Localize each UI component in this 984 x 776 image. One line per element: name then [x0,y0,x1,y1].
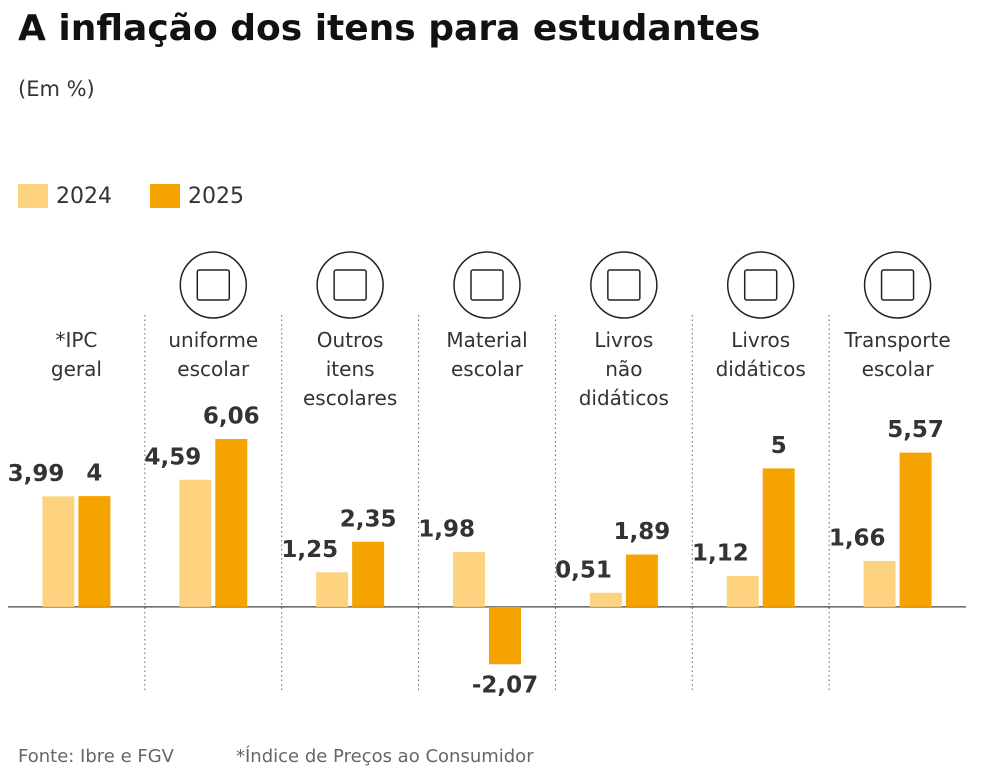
bar [316,572,349,607]
note: *Índice de Preços ao Consumidor [236,745,534,767]
icon-circle [590,251,658,319]
category-label: Livros didáticos [715,328,806,381]
bar [489,606,521,665]
icon [590,251,658,319]
value-label: -2,07 [472,673,538,699]
icon-shape [607,269,641,301]
icon-shape [333,269,367,301]
category-label: uniforme escolar [168,328,259,381]
icon-circle [453,251,521,319]
value-label: 2,35 [340,506,397,532]
icon-shape [880,269,915,301]
value-label: 1,25 [281,537,338,563]
bar [589,592,622,607]
legend-swatch [18,184,48,208]
category-label: Livros não didáticos [578,328,669,410]
chart-subtitle: (Em %) [18,77,95,101]
icon-circle [863,251,932,319]
value-label: 3,99 [8,461,65,487]
icon-shape [743,269,778,301]
bar [726,575,759,607]
category-label: Outros itens escolares [303,328,398,410]
bar [863,560,896,607]
bar [899,452,932,607]
value-label: 1,98 [418,517,475,543]
bar [453,552,485,607]
bar [179,479,212,607]
category-label: *IPC geral [50,328,102,381]
legend-label: 2025 [188,184,244,209]
value-label: 4,59 [145,444,202,470]
value-label: 1,12 [692,540,749,566]
icon-circle [726,251,795,319]
icon [316,251,384,319]
icon [726,251,795,319]
value-label: 5,57 [887,417,944,443]
bar [625,554,658,607]
icon [453,251,521,319]
chart-title: A inflação dos itens para estudantes [18,8,760,49]
category-label: Material escolar [446,328,528,381]
bar [42,496,75,607]
icon [863,251,932,319]
bar [352,541,385,607]
icon-shape [196,269,231,301]
value-label: 0,51 [555,557,612,583]
value-label: 6,06 [203,404,260,430]
icon-shape [470,269,504,301]
bar [78,496,111,607]
icon-circle [316,251,384,319]
source: Fonte: Ibre e FGV [18,746,175,767]
value-label: 1,66 [829,525,886,551]
value-label: 4 [86,461,102,487]
icon [179,251,248,319]
bar [762,468,795,607]
icon-circle [179,251,248,319]
legend-label: 2024 [56,184,112,209]
bar [215,439,248,607]
legend-swatch [150,184,180,208]
category-label: Transporte escolar [844,328,951,381]
value-label: 1,89 [613,519,670,545]
value-label: 5 [771,433,787,459]
